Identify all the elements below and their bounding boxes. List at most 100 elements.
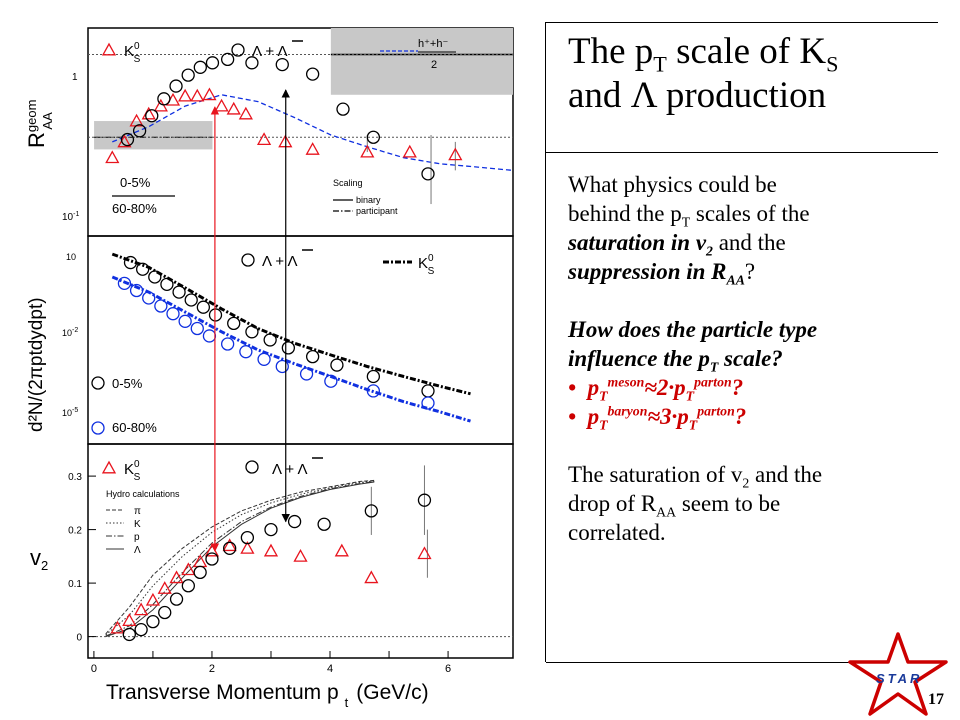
top-legend-lambda-marker bbox=[231, 43, 245, 57]
top-series-0-point-6 bbox=[178, 88, 193, 102]
top-series-1-point-5 bbox=[181, 68, 195, 82]
bullet-baryon: • pTbaryon≈3·pTparton? bbox=[568, 403, 747, 433]
bottom-legend-lambda-marker bbox=[245, 460, 259, 474]
top-series-1-point-3 bbox=[157, 92, 171, 106]
bottom-series-0-point-5 bbox=[169, 570, 184, 584]
hydro-legend-label-3: Λ bbox=[134, 545, 141, 556]
bottom-series-0-point-14 bbox=[364, 570, 379, 584]
top-series-1-point-2 bbox=[145, 109, 159, 123]
top-series-1-point-11 bbox=[305, 67, 320, 81]
mid-series-0-point-12 bbox=[305, 349, 320, 364]
bottom-series-1-point-11 bbox=[287, 514, 302, 529]
title-line-2: and Λ production bbox=[568, 75, 827, 116]
q1-line-1: What physics could be bbox=[568, 172, 777, 197]
bullet-meson: • pTmeson≈2·pTparton? bbox=[568, 374, 744, 404]
title-line-1: The pT scale of KS bbox=[568, 31, 839, 77]
bottom-series-1-point-13 bbox=[364, 504, 378, 518]
top-series-0-point-17 bbox=[448, 147, 463, 161]
mid-series-1-point-6 bbox=[190, 321, 204, 336]
mid-series-1-point-9 bbox=[239, 345, 253, 359]
middle-legend-ks0: K0 S bbox=[418, 253, 435, 277]
bottom-series-0-point-13 bbox=[334, 543, 349, 557]
hydro-legend-label-0: π bbox=[134, 506, 141, 517]
top-ylabel: RgeomAA bbox=[24, 100, 55, 148]
top-series-0-point-15 bbox=[360, 144, 375, 158]
body-bottom-rule bbox=[546, 662, 856, 663]
bottom-series-1-point-3 bbox=[158, 605, 172, 620]
mid-series-1-point-10 bbox=[257, 352, 271, 366]
mid-series-1-point-12 bbox=[299, 367, 314, 381]
q2-line-2: influence the pT scale? bbox=[568, 346, 783, 375]
slide-title: The pT scale of KS and Λ production bbox=[568, 30, 938, 118]
top-legend-ks0-marker bbox=[101, 42, 117, 56]
top-series-0-point-16 bbox=[402, 144, 417, 158]
middle-legend-60-80: 60-80% bbox=[112, 420, 157, 435]
text-panel: The pT scale of KS and Λ production What… bbox=[545, 22, 938, 663]
hydro-legend-label-1: K bbox=[134, 519, 141, 530]
hydro-legend-title: Hydro calculations bbox=[106, 489, 180, 499]
bottom-legend-ks0: K0 S bbox=[124, 459, 141, 483]
top-series-0-point-9 bbox=[214, 98, 229, 112]
slide-body: What physics could be behind the pT scal… bbox=[568, 170, 938, 547]
conclusion-line-1: The saturation of v2 and the bbox=[568, 462, 823, 491]
top-series-1-point-9 bbox=[245, 56, 259, 70]
mid-series-0-point-15 bbox=[421, 384, 435, 398]
bottom-ytick-label-0: 0 bbox=[76, 633, 82, 644]
top-series-0-point-4 bbox=[153, 98, 168, 112]
mid-series-0-point-6 bbox=[196, 300, 211, 314]
top-series-1-point-7 bbox=[205, 56, 220, 70]
bottom-series-1-point-12 bbox=[317, 517, 331, 531]
scaling-legend-binary: binary bbox=[356, 195, 381, 205]
top-legend-ks0: K0 S bbox=[124, 41, 141, 65]
mid-legend-lambda-marker bbox=[241, 253, 255, 267]
band-legend-num: h⁺+h⁻ bbox=[418, 38, 448, 50]
middle-legend-0-5: 0-5% bbox=[112, 376, 143, 391]
centrality-legend-60-80: 60-80% bbox=[112, 201, 157, 216]
top-series-1-point-13 bbox=[366, 130, 381, 144]
bottom-series-0-point-3 bbox=[145, 592, 161, 606]
bottom-series-1-point-6 bbox=[193, 565, 207, 580]
mid-series-1-point-15 bbox=[421, 396, 435, 410]
bottom-ytick-label-1: 0.1 bbox=[68, 579, 82, 590]
mid-series-0-point-5 bbox=[184, 293, 198, 307]
bottom-xtick-label-1: 2 bbox=[209, 663, 215, 675]
top-panel-marks bbox=[88, 28, 514, 205]
bottom-series-1-point-2 bbox=[146, 614, 160, 629]
top-legend-lambda: Λ + Λ bbox=[252, 43, 287, 60]
bottom-series-0-point-15 bbox=[417, 546, 432, 560]
bottom-series-1-point-1 bbox=[134, 622, 148, 637]
top-series-1-point-0 bbox=[120, 132, 135, 147]
top-series-0-point-10 bbox=[226, 101, 241, 115]
top-series-1-point-14 bbox=[421, 167, 435, 181]
top-series-1-point-6 bbox=[193, 60, 207, 74]
top-hh-curve bbox=[112, 94, 514, 172]
bottom-series-0-point-11 bbox=[263, 543, 279, 557]
mid-legend-0-5-marker bbox=[91, 376, 105, 390]
hydro-legend-label-2: p bbox=[134, 532, 140, 543]
top-series-0-point-7 bbox=[190, 88, 205, 102]
q2-line-1: How does the particle type bbox=[568, 317, 818, 342]
bottom-legend-lambda: Λ + Λ bbox=[272, 461, 307, 478]
middle-ytick-top: 10 bbox=[66, 252, 76, 262]
mid-series-1-point-7 bbox=[202, 329, 217, 343]
band-legend-den: 2 bbox=[431, 59, 437, 71]
bottom-series-0-point-9 bbox=[222, 538, 237, 552]
top-series-1-point-12 bbox=[336, 102, 350, 116]
conclusion-line-3: correlated. bbox=[568, 520, 666, 545]
bottom-series-1-point-10 bbox=[264, 522, 278, 537]
star-logo: STAR bbox=[848, 632, 948, 716]
page-number: 17 bbox=[928, 691, 944, 708]
bottom-series-0-point-0 bbox=[110, 620, 125, 634]
bottom-series-1-point-14 bbox=[417, 493, 432, 507]
rcp-v2-figure: 00.10.20.30 2 4 6 RgeomAA 1 10-1 K0 S Λ + Λ … bbox=[24, 27, 514, 710]
middle-legend-lambda: Λ + Λ bbox=[262, 253, 297, 270]
top-series-0-point-0 bbox=[105, 150, 120, 164]
conclusion-line-2: drop of RAA seem to be bbox=[568, 491, 781, 520]
top-series-0-point-11 bbox=[238, 106, 253, 120]
bottom-xtick-label-3: 6 bbox=[445, 663, 451, 675]
hydro-curve-0 bbox=[105, 479, 375, 635]
mid-series-1-point-8 bbox=[220, 337, 235, 351]
mid-series-1-point-0 bbox=[117, 276, 132, 290]
mid-series-1-point-3 bbox=[154, 299, 168, 313]
bottom-ylabel: v2 bbox=[30, 545, 48, 573]
